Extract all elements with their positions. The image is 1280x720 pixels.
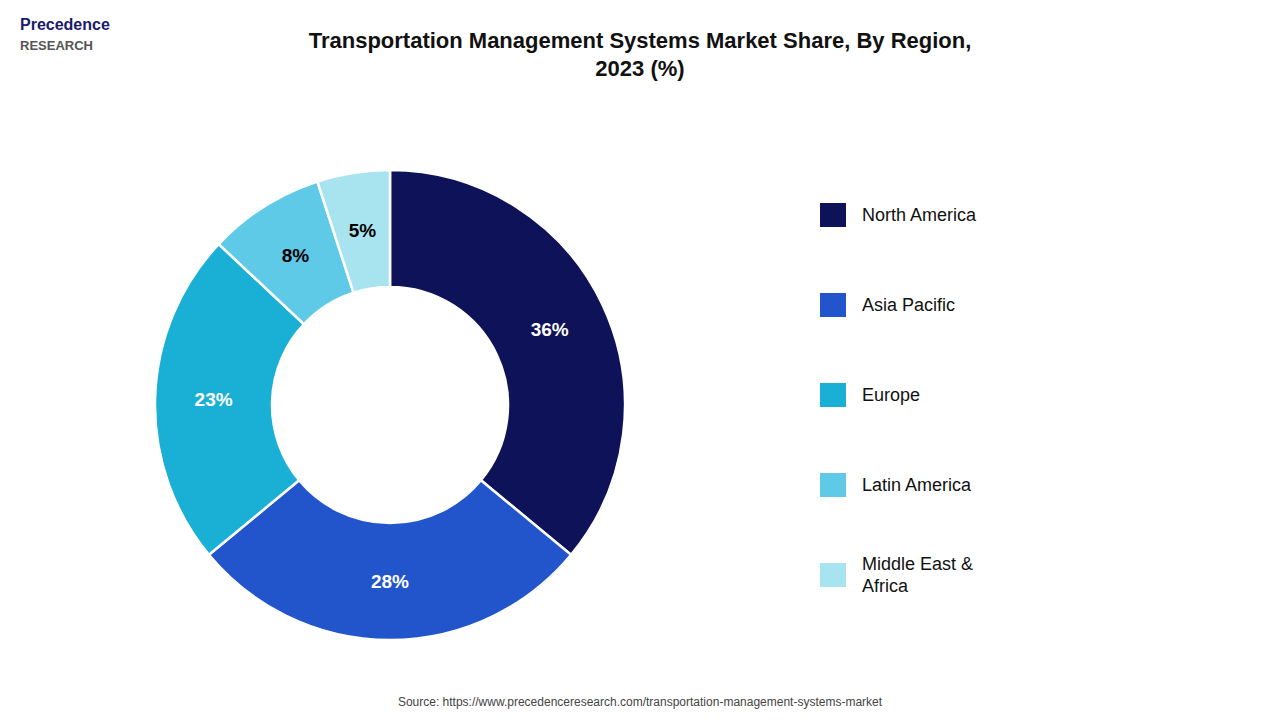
title: Transportation Management Systems Market… xyxy=(309,28,972,81)
text-line: 2023 (%) xyxy=(595,56,684,81)
data-label: 8% xyxy=(282,245,310,266)
annotation: RESEARCH xyxy=(20,38,93,53)
source: Source: https://www.precedenceresearch.c… xyxy=(398,695,883,709)
data-labels: 36% 28% 23% 8% 5% xyxy=(195,220,569,592)
data-label: 28% xyxy=(371,571,409,592)
text-line: North America xyxy=(862,205,977,225)
legend-label: North America xyxy=(862,205,977,225)
data-label: 36% xyxy=(531,319,569,340)
legend-label: Latin America xyxy=(862,475,972,495)
text-line: Europe xyxy=(862,385,920,405)
legend-label: Asia Pacific xyxy=(862,295,955,315)
legend: North America Asia Pacific Europe Latin Ame… xyxy=(820,203,977,596)
text-line: Africa xyxy=(862,576,909,596)
slice xyxy=(317,170,390,293)
legend-swatch xyxy=(820,383,846,407)
text-line: Transportation Management Systems Market… xyxy=(309,28,972,53)
legend-swatch xyxy=(820,473,846,497)
text-line: Latin America xyxy=(862,475,972,495)
chart: Precedence RESEARCH Transportation Managem… xyxy=(0,0,1280,720)
data-label: 23% xyxy=(195,389,233,410)
legend-swatch xyxy=(820,293,846,317)
slice xyxy=(390,170,625,555)
donut xyxy=(155,170,625,640)
legend-label: Europe xyxy=(862,385,920,405)
text-line: Middle East & xyxy=(862,554,973,574)
text-line: Asia Pacific xyxy=(862,295,955,315)
legend-label: Middle East &Africa xyxy=(862,554,973,596)
annotation: Precedence xyxy=(20,16,110,33)
legend-swatch xyxy=(820,203,846,227)
legend-swatch xyxy=(820,563,846,587)
data-label: 5% xyxy=(349,220,377,241)
